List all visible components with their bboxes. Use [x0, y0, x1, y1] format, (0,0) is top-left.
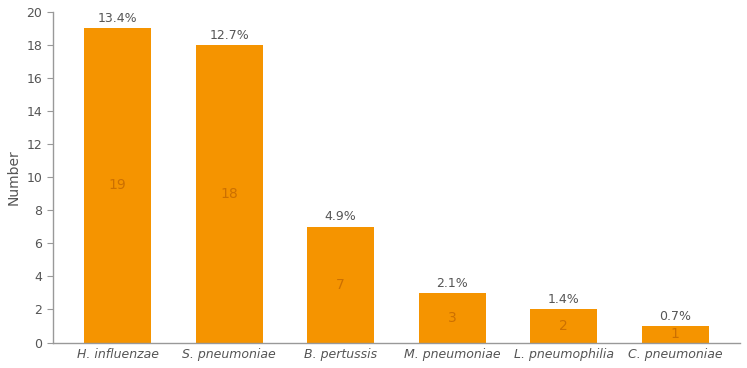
Text: 7: 7 — [336, 277, 345, 292]
Bar — [419, 293, 486, 343]
Text: 12.7%: 12.7% — [209, 29, 249, 42]
Text: 13.4%: 13.4% — [98, 12, 137, 25]
Text: 0.7%: 0.7% — [660, 309, 691, 323]
Text: 2: 2 — [560, 319, 568, 333]
Text: 4.9%: 4.9% — [325, 210, 356, 223]
Bar — [84, 28, 151, 343]
Bar — [307, 227, 374, 343]
Text: 19: 19 — [108, 178, 126, 192]
Text: 3: 3 — [448, 311, 456, 325]
Bar — [530, 309, 598, 343]
Bar — [196, 45, 262, 343]
Text: 1.4%: 1.4% — [548, 293, 580, 306]
Bar — [642, 326, 709, 343]
Y-axis label: Number: Number — [7, 149, 21, 205]
Text: 1: 1 — [671, 327, 680, 341]
Text: 18: 18 — [220, 187, 238, 201]
Text: 2.1%: 2.1% — [436, 277, 468, 290]
